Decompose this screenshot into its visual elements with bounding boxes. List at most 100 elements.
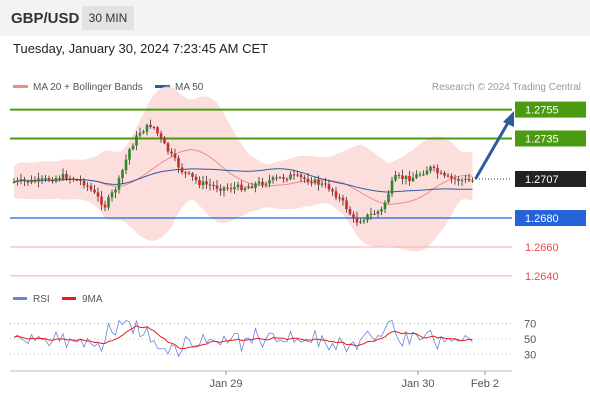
candle-body	[345, 200, 348, 210]
candle-body	[289, 174, 292, 180]
candle-body	[156, 127, 159, 134]
candle-body	[254, 183, 257, 188]
candle-body	[292, 174, 296, 176]
candle-body	[177, 157, 180, 168]
candle-body	[44, 178, 47, 180]
candle-body	[390, 180, 394, 194]
candle-body	[334, 191, 338, 198]
candle-body	[264, 183, 268, 185]
x-tick-label: Jan 30	[401, 378, 434, 390]
candle-body	[184, 172, 187, 174]
candle-body	[58, 178, 61, 180]
candle-body	[471, 180, 474, 182]
candle-body	[26, 181, 30, 183]
candle-body	[432, 166, 436, 169]
legend-rsi-label: RSI	[33, 294, 50, 305]
candle-body	[30, 179, 33, 183]
candle-body	[75, 179, 79, 181]
rsi-tick-label: 50	[524, 334, 536, 346]
rsi-lines	[13, 319, 473, 358]
candle-body	[215, 185, 219, 189]
candle-body	[114, 189, 117, 193]
candle-body	[89, 185, 93, 190]
candle-body	[369, 213, 373, 215]
candle-body	[268, 180, 271, 184]
level-label-support: 1.2660	[525, 242, 559, 254]
level-label-target: 1.2735	[525, 133, 559, 145]
candle-body	[86, 185, 89, 187]
candle-body	[229, 188, 233, 190]
candle-body	[226, 187, 229, 189]
candle-body	[110, 192, 114, 198]
candle-body	[425, 170, 429, 175]
candle-body	[397, 175, 401, 177]
level-label-support: 1.2640	[525, 271, 559, 283]
candle-body	[205, 181, 208, 185]
candle-body	[100, 196, 103, 205]
candle-body	[457, 179, 460, 181]
candle-body	[313, 179, 317, 184]
x-tick-label: Feb 2	[471, 378, 499, 390]
candle-body	[383, 202, 387, 210]
candle-body	[128, 149, 131, 160]
ma50-line	[13, 168, 473, 193]
candle-body	[103, 204, 107, 208]
candle-body	[138, 132, 142, 136]
candle-body	[418, 174, 422, 176]
candle-body	[82, 180, 86, 186]
candle-body	[243, 188, 247, 191]
candle-body	[23, 179, 26, 182]
candle-body	[401, 175, 404, 180]
candle-body	[219, 188, 222, 191]
candle-body	[117, 178, 121, 190]
copyright-label: Research © 2024 Trading Central	[432, 82, 581, 93]
symbol-label: GBP/USD	[11, 10, 80, 27]
candle-body	[163, 137, 166, 144]
candle-body	[12, 181, 16, 183]
candle-body	[331, 189, 334, 192]
legend-9ma-label: 9MA	[82, 294, 103, 305]
candle-body	[51, 180, 54, 182]
interval-button[interactable]: 30 MIN	[82, 6, 134, 30]
candle-body	[37, 178, 40, 182]
candle-body	[208, 184, 212, 186]
candle-body	[362, 220, 366, 222]
candle-body	[247, 186, 250, 189]
candle-body	[142, 131, 145, 133]
candle-body	[317, 179, 320, 185]
candle-body	[359, 221, 362, 223]
candle-body	[250, 186, 254, 188]
level-label-pivot: 1.2680	[525, 213, 559, 225]
candle-body	[341, 197, 345, 201]
legend-ma50-label: MA 50	[175, 82, 204, 93]
candle-body	[107, 197, 110, 208]
candle-body	[257, 181, 261, 184]
candle-body	[429, 166, 432, 171]
candle-body	[159, 133, 163, 138]
candle-body	[19, 179, 23, 181]
candle-body	[233, 187, 236, 190]
candle-body	[324, 183, 327, 185]
candle-body	[33, 179, 37, 182]
candle-body	[373, 213, 376, 215]
candle-body	[187, 172, 191, 174]
candle-body	[16, 180, 19, 182]
candle-body	[236, 184, 240, 188]
candle-body	[145, 124, 149, 132]
level-badge-target	[515, 101, 586, 118]
candle-body	[411, 177, 415, 181]
rsi-gridlines: 70 50 30	[10, 319, 536, 361]
moving-averages	[13, 149, 473, 205]
candle-body	[338, 197, 341, 199]
candle-body	[170, 151, 173, 154]
legend-ma20-label: MA 20 + Bollinger Bands	[33, 82, 143, 93]
datetime-label: Tuesday, January 30, 2024 7:23:45 AM CET	[13, 41, 269, 56]
candle-body	[61, 173, 65, 179]
candle-body	[201, 181, 205, 186]
candle-body	[121, 170, 124, 179]
candle-body	[352, 214, 355, 218]
candle-body	[96, 192, 100, 197]
candle-body	[299, 174, 303, 178]
candle-body	[327, 184, 331, 190]
candle-body	[285, 178, 289, 180]
